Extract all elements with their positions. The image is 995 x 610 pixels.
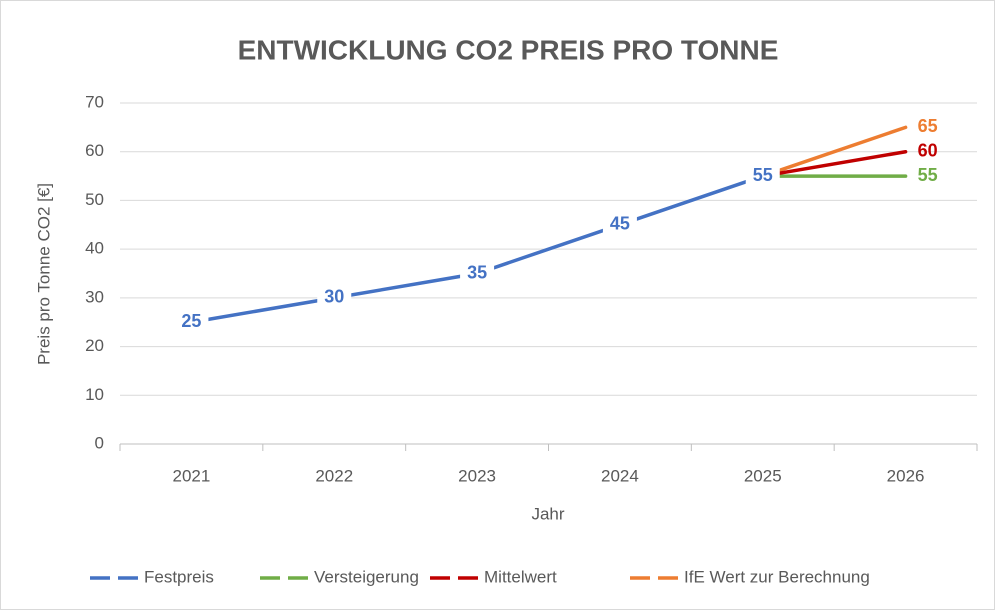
label-bg <box>602 212 637 237</box>
x-tick-label: 2026 <box>887 466 925 485</box>
data-label: 45 <box>610 214 630 234</box>
y-tick-label: 20 <box>85 336 104 355</box>
y-tick-label: 40 <box>85 239 104 258</box>
series-line <box>761 125 908 178</box>
x-tick-label: 2022 <box>315 466 353 485</box>
data-label: 60 <box>918 140 938 160</box>
data-label: 35 <box>467 262 487 282</box>
legend-label: Festpreis <box>144 567 214 586</box>
x-tick-label: 2023 <box>458 466 496 485</box>
data-label: 25 <box>181 311 201 331</box>
label-bg <box>174 310 209 335</box>
legend-label: IfE Wert zur Berechnung <box>684 567 870 586</box>
y-axis-label: Preis pro Tonne CO2 [€] <box>34 183 53 365</box>
x-tick-label: 2025 <box>744 466 782 485</box>
y-tick-label: 60 <box>85 141 104 160</box>
label-bg <box>745 164 780 189</box>
data-label: 55 <box>918 165 938 185</box>
legend-label: Versteigerung <box>314 567 419 586</box>
label-bg <box>317 285 352 310</box>
series-line <box>761 149 908 178</box>
x-tick-label: 2024 <box>601 466 639 485</box>
legend-label: Mittelwert <box>484 567 557 586</box>
x-tick-label: 2021 <box>173 466 211 485</box>
data-label: 65 <box>918 116 938 136</box>
data-label: 55 <box>753 165 773 185</box>
y-tick-label: 0 <box>95 433 104 452</box>
y-tick-label: 30 <box>85 287 104 306</box>
x-axis-label: Jahr <box>531 504 564 523</box>
label-bg <box>460 261 495 286</box>
data-label: 30 <box>324 287 344 307</box>
chart-title: ENTWICKLUNG CO2 PREIS PRO TONNE <box>238 34 779 65</box>
y-tick-label: 10 <box>85 385 104 404</box>
y-tick-label: 70 <box>85 92 104 111</box>
y-tick-label: 50 <box>85 190 104 209</box>
